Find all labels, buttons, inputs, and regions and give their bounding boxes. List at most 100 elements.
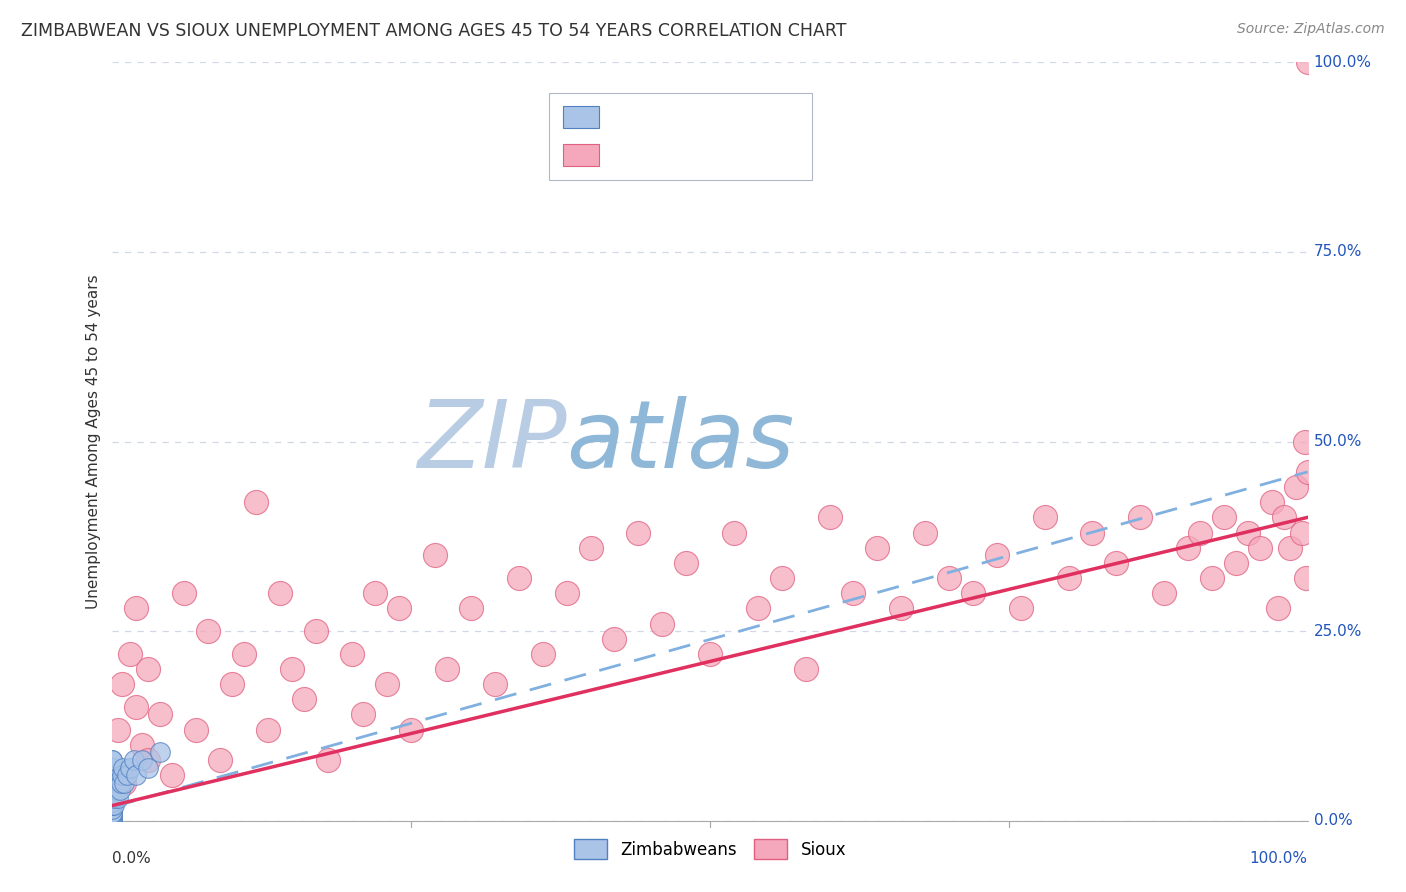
Point	[651, 616, 673, 631]
Point	[1105, 556, 1128, 570]
Point	[101, 798, 124, 813]
Point	[1010, 601, 1032, 615]
Point	[149, 707, 172, 722]
Point	[281, 662, 304, 676]
Point	[149, 746, 172, 760]
Point	[112, 760, 135, 774]
Point	[555, 586, 578, 600]
Point	[1278, 541, 1301, 555]
Legend: Zimbabweans, Sioux: Zimbabweans, Sioux	[567, 833, 853, 865]
Point	[425, 548, 447, 563]
Point	[101, 783, 124, 797]
Point	[842, 586, 865, 600]
Text: ZIMBABWEAN VS SIOUX UNEMPLOYMENT AMONG AGES 45 TO 54 YEARS CORRELATION CHART: ZIMBABWEAN VS SIOUX UNEMPLOYMENT AMONG A…	[21, 22, 846, 40]
Point	[1296, 465, 1319, 479]
Point	[131, 738, 153, 752]
Point	[938, 571, 960, 585]
Point	[1294, 434, 1316, 449]
Point	[101, 806, 124, 821]
Point	[101, 753, 124, 767]
Point	[1295, 571, 1317, 585]
Text: N = 80: N = 80	[725, 146, 787, 164]
FancyBboxPatch shape	[548, 93, 811, 180]
Point	[173, 586, 195, 600]
Point	[101, 791, 124, 805]
Point	[1237, 525, 1260, 540]
Point	[388, 601, 411, 615]
Point	[120, 647, 142, 661]
Point	[890, 601, 912, 615]
Point	[603, 632, 626, 646]
Point	[364, 586, 387, 600]
Text: Source: ZipAtlas.com: Source: ZipAtlas.com	[1237, 22, 1385, 37]
Point	[233, 647, 256, 661]
Point	[101, 753, 124, 767]
Point	[131, 753, 153, 767]
Point	[401, 723, 423, 737]
Point	[114, 776, 135, 790]
Point	[115, 768, 138, 782]
Point	[197, 624, 219, 639]
Bar	[562, 144, 599, 166]
Bar	[562, 105, 599, 128]
Text: R =  0.211: R = 0.211	[610, 108, 700, 126]
Point	[1291, 525, 1313, 540]
Point	[138, 753, 160, 767]
Point	[209, 753, 232, 767]
Point	[818, 510, 841, 524]
Point	[1153, 586, 1175, 600]
Point	[245, 495, 267, 509]
Point	[101, 791, 124, 805]
Point	[125, 768, 148, 782]
Text: N = 43: N = 43	[725, 108, 789, 126]
Point	[186, 723, 208, 737]
Point	[305, 624, 328, 639]
Point	[103, 798, 125, 813]
Point	[101, 806, 124, 821]
Point	[723, 525, 745, 540]
Text: 100.0%: 100.0%	[1250, 851, 1308, 866]
Point	[1213, 510, 1236, 524]
Point	[1225, 556, 1247, 570]
Point	[579, 541, 602, 555]
Point	[1033, 510, 1056, 524]
Point	[107, 791, 129, 805]
Point	[111, 768, 134, 782]
Point	[101, 760, 124, 774]
Point	[1057, 571, 1080, 585]
Point	[101, 795, 124, 809]
Point	[1249, 541, 1271, 555]
Point	[460, 601, 482, 615]
Point	[316, 753, 339, 767]
Point	[114, 776, 135, 790]
Point	[101, 768, 124, 782]
Point	[292, 692, 315, 706]
Text: ZIP: ZIP	[418, 396, 567, 487]
Point	[257, 723, 280, 737]
Point	[436, 662, 458, 676]
Point	[104, 791, 127, 805]
Point	[101, 780, 124, 794]
Point	[770, 571, 793, 585]
Point	[1177, 541, 1199, 555]
Point	[1081, 525, 1104, 540]
Point	[101, 814, 124, 828]
Point	[484, 677, 506, 691]
Point	[352, 707, 374, 722]
Point	[531, 647, 554, 661]
Point	[1129, 510, 1152, 524]
Point	[914, 525, 936, 540]
Point	[794, 662, 817, 676]
Point	[101, 798, 124, 813]
Point	[101, 783, 124, 797]
Point	[269, 586, 291, 600]
Text: 75.0%: 75.0%	[1313, 244, 1362, 260]
Point	[866, 541, 889, 555]
Point	[101, 776, 124, 790]
Point	[101, 776, 124, 790]
Point	[1201, 571, 1223, 585]
Text: R = 0.615: R = 0.615	[610, 146, 695, 164]
Point	[101, 768, 124, 782]
Point	[1272, 510, 1295, 524]
Text: atlas: atlas	[567, 396, 794, 487]
